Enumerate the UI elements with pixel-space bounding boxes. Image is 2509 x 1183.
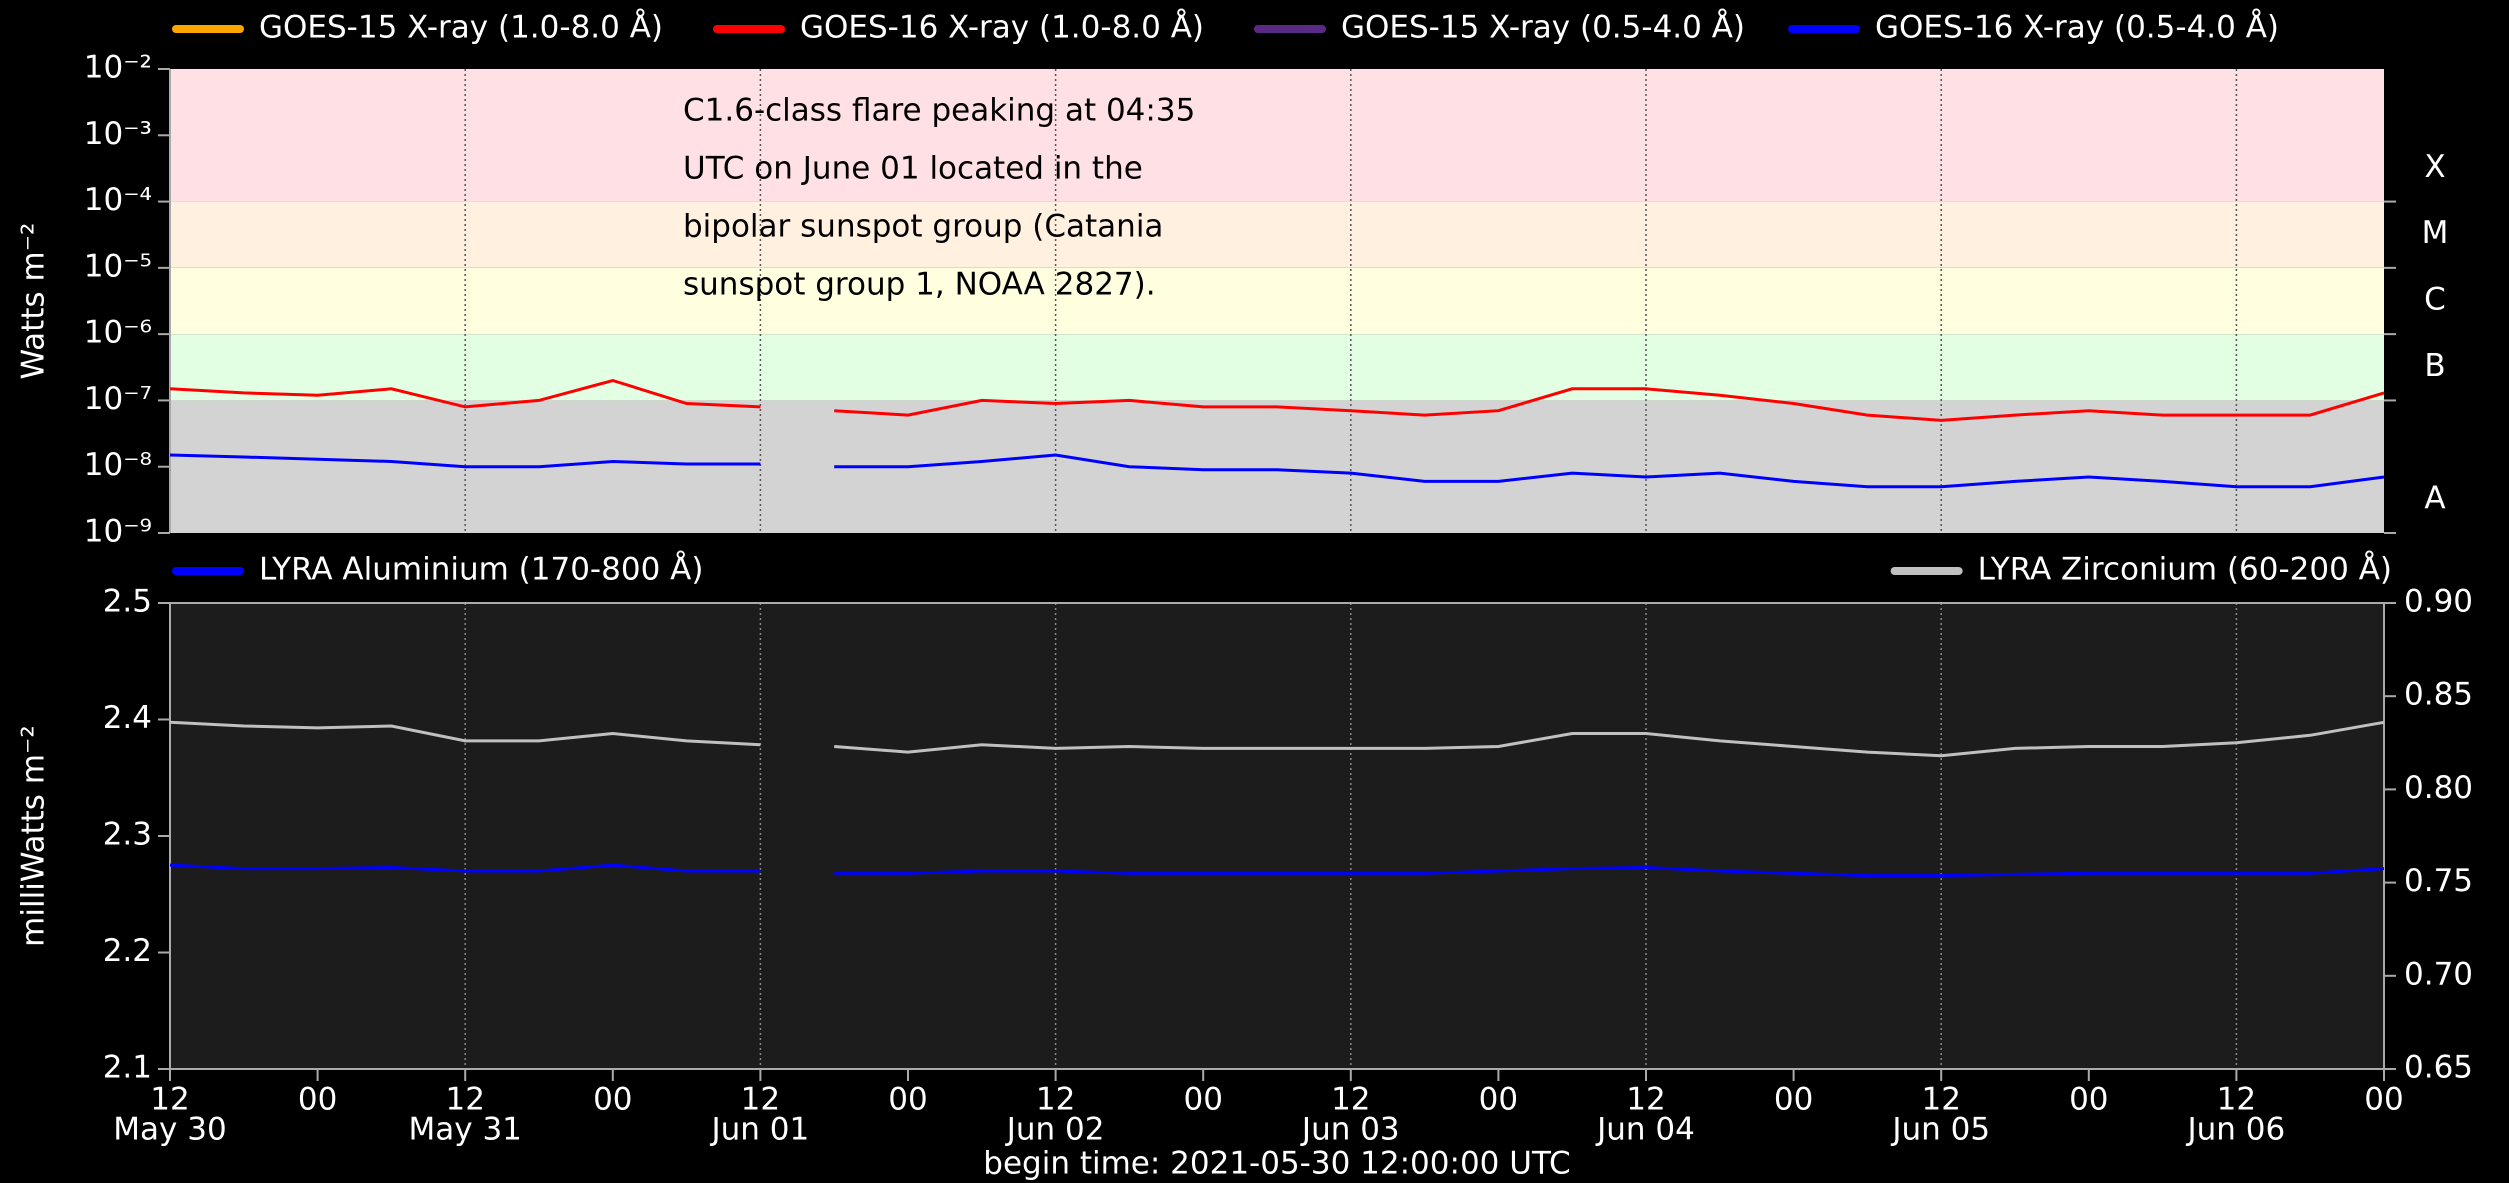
- y-axis-label: milliWatts m⁻²: [16, 725, 52, 947]
- data-line: [169, 453, 2385, 489]
- x-tick-label: 12: [445, 1082, 484, 1118]
- x-date-label: Jun 04: [1595, 1112, 1695, 1148]
- y-tick-label: 10⁻³: [84, 116, 152, 152]
- x-tick-label: 12: [1331, 1082, 1370, 1118]
- flare-class-band: [170, 201, 2384, 268]
- y-tick-label: 10⁻²: [84, 50, 152, 86]
- x-tick-label: 12: [1921, 1082, 1960, 1118]
- x-tick-label: 00: [2364, 1082, 2403, 1118]
- y2-tick-label: 0.80: [2404, 770, 2473, 806]
- data-line: [169, 863, 2385, 878]
- y-axis-label: Watts m⁻²: [16, 223, 52, 380]
- legend-label: GOES-15 X-ray (1.0-8.0 Å): [259, 10, 663, 46]
- x-tick-label: 12: [1036, 1082, 1075, 1118]
- flare-class-label: C: [2424, 282, 2446, 318]
- data-line: [169, 378, 2385, 422]
- y2-tick-label: 0.85: [2404, 677, 2473, 713]
- legend-label: GOES-16 X-ray (1.0-8.0 Å): [800, 10, 1204, 46]
- y-tick-label: 10⁻⁹: [84, 514, 152, 550]
- x-tick-label: 12: [150, 1082, 189, 1118]
- flare-class-band: [170, 69, 2384, 202]
- flare-class-band: [170, 334, 2384, 401]
- x-date-label: Jun 01: [710, 1112, 810, 1148]
- annotation: sunspot group 1, NOAA 2827).: [683, 267, 1156, 303]
- y-tick-label: 10⁻⁷: [84, 381, 152, 417]
- legend-label: GOES-16 X-ray (0.5-4.0 Å): [1875, 10, 2279, 46]
- annotation: C1.6-class flare peaking at 04:35: [683, 93, 1195, 129]
- x-date-label: Jun 03: [1300, 1112, 1400, 1148]
- annotation: UTC on June 01 located in the: [683, 151, 1143, 187]
- x-axis-label: begin time: 2021-05-30 12:00:00 UTC: [983, 1146, 1570, 1182]
- plot-area: [170, 603, 2384, 1069]
- data-line: [169, 720, 2385, 758]
- x-date-label: May 31: [409, 1112, 522, 1148]
- legend-label: LYRA Aluminium (170-800 Å): [259, 552, 703, 588]
- flare-class-label: X: [2424, 149, 2445, 185]
- legend-label: GOES-15 X-ray (0.5-4.0 Å): [1341, 10, 1745, 46]
- x-tick-label: 12: [2217, 1082, 2256, 1118]
- flare-class-label: M: [2422, 215, 2449, 251]
- y2-tick-label: 0.90: [2404, 584, 2473, 620]
- flare-class-label: A: [2424, 480, 2445, 516]
- x-tick-label: 00: [593, 1082, 632, 1118]
- x-tick-label: 00: [888, 1082, 927, 1118]
- annotation: bipolar sunspot group (Catania: [683, 209, 1163, 245]
- x-tick-label: 00: [1479, 1082, 1518, 1118]
- x-tick-label: 00: [298, 1082, 337, 1118]
- legend-label: LYRA Zirconium (60-200 Å): [1978, 552, 2392, 588]
- y2-tick-label: 0.70: [2404, 956, 2473, 992]
- y-tick-label: 2.1: [103, 1050, 152, 1086]
- y-tick-label: 2.2: [103, 933, 152, 969]
- x-date-label: Jun 06: [2186, 1112, 2286, 1148]
- y-tick-label: 2.3: [103, 817, 152, 853]
- y-tick-label: 10⁻⁸: [84, 447, 152, 483]
- y-tick-label: 10⁻⁴: [84, 182, 152, 218]
- x-tick-label: 00: [1774, 1082, 1813, 1118]
- y-tick-label: 2.4: [103, 700, 152, 736]
- x-date-label: May 30: [113, 1112, 226, 1148]
- flare-class-band: [170, 267, 2384, 335]
- x-date-label: Jun 05: [1890, 1112, 1990, 1148]
- x-tick-label: 00: [2069, 1082, 2108, 1118]
- y2-tick-label: 0.65: [2404, 1050, 2473, 1086]
- x-tick-label: 12: [1626, 1082, 1665, 1118]
- y-tick-label: 2.5: [103, 584, 152, 620]
- y-tick-label: 10⁻⁵: [84, 248, 152, 284]
- y2-tick-label: 0.75: [2404, 863, 2473, 899]
- flare-class-label: B: [2424, 348, 2445, 384]
- x-date-label: Jun 02: [1005, 1112, 1105, 1148]
- x-tick-label: 00: [1183, 1082, 1222, 1118]
- x-tick-label: 12: [741, 1082, 780, 1118]
- y-tick-label: 10⁻⁶: [84, 315, 152, 351]
